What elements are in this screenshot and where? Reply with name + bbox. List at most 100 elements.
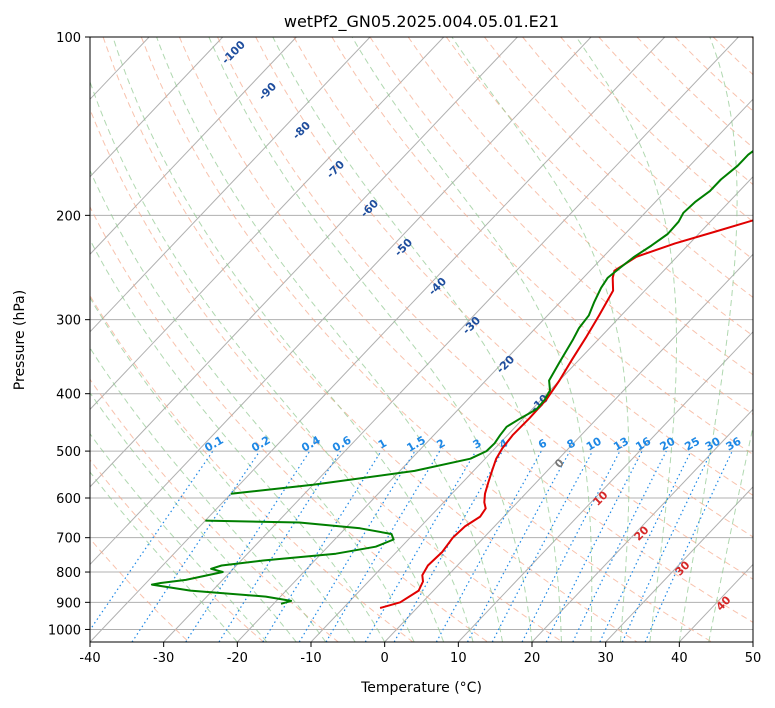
- y-tick-label: 400: [56, 388, 81, 403]
- isotherm-gridline: [310, 176, 753, 642]
- moist-adiabat: [90, 238, 386, 642]
- moist-adiabat: [90, 347, 327, 642]
- isotherm-gridline: [752, 641, 753, 642]
- chart-title: wetPf2_GN05.2025.004.05.01.E21: [284, 12, 559, 32]
- plot-area: -100-90-80-70-60-50-40-30-20-100.1 0.2 0.4…: [0, 37, 753, 642]
- moist-adiabat: [351, 37, 593, 642]
- isotherm-label: -50: [392, 236, 415, 259]
- mixing-ratio-line: [621, 450, 713, 642]
- mixing-ratio-line: [90, 450, 214, 631]
- mixing-ratio-line: [185, 450, 311, 642]
- isotherm-gridline: [457, 331, 753, 642]
- moist-adiabat: [272, 37, 562, 642]
- dry-adiabat: [293, 37, 753, 496]
- x-tick-label: 0: [381, 651, 389, 666]
- isotherm-label: -90: [256, 80, 279, 103]
- x-tick-label: 20: [524, 651, 541, 666]
- isotherm-label: -80: [290, 119, 313, 142]
- isotherm-gridline: [0, 37, 2, 642]
- dry-adiabat: [598, 37, 753, 186]
- y-tick-label: 800: [56, 566, 81, 581]
- isotherm-gridline: [90, 37, 297, 256]
- dry-adiabat-label: 30: [673, 558, 693, 578]
- isotherm-label: -20: [494, 353, 517, 376]
- sounding-line-3: [150, 519, 395, 605]
- isotherm-label: -40: [426, 275, 449, 298]
- axes: -40 -30 -20 -10 0 10 20 30 40 5010020030040050060…: [48, 31, 761, 666]
- moist-adiabat: [208, 37, 533, 642]
- dry-adiabat: [217, 37, 753, 580]
- isotherm-gridline: [90, 37, 224, 178]
- moist-adiabat: [90, 80, 445, 642]
- moist-adiabat: [678, 37, 738, 642]
- x-tick-label: 30: [597, 651, 614, 666]
- x-tick-label: -30: [153, 651, 174, 666]
- sounding-line-1: [379, 219, 753, 609]
- dry-adiabat-label: 40: [714, 593, 734, 613]
- x-tick-label: -40: [79, 651, 100, 666]
- moist-adiabat: [90, 169, 415, 642]
- isotherm-gridline: [531, 408, 753, 642]
- x-axis-label: Temperature (°C): [360, 680, 482, 696]
- x-tick-label: 40: [671, 651, 688, 666]
- mixing-ratio-line: [298, 450, 416, 642]
- dry-adiabat: [712, 37, 753, 76]
- x-tick-label: 10: [450, 651, 467, 666]
- dry-adiabat: [90, 378, 339, 642]
- dry-adiabat: [178, 37, 753, 623]
- dry-adiabat: [636, 37, 753, 149]
- isotherm-gridline: [90, 37, 445, 411]
- dry-adiabat: [90, 108, 563, 642]
- isotherm-gridline: [90, 37, 518, 488]
- mixing-ratio-label: 1: [376, 437, 389, 452]
- isotherm-gridline: [90, 37, 592, 566]
- mixing-ratio-line: [325, 450, 441, 642]
- dry-adiabat: [90, 459, 264, 642]
- isotherm-gridline: [90, 37, 666, 642]
- dry-adiabat: [140, 37, 712, 642]
- isotherm-gridline: [90, 37, 371, 333]
- moist-adiabat: [451, 37, 630, 642]
- moist-adiabat: [90, 471, 238, 642]
- isotherm-gridline: [163, 37, 739, 642]
- y-tick-label: 500: [56, 445, 81, 460]
- isotherm-gridline: [605, 486, 753, 642]
- mixing-ratio-line: [466, 450, 571, 642]
- isotherm-label: -30: [460, 314, 483, 337]
- mixing-ratio-line: [393, 450, 504, 642]
- y-tick-label: 900: [56, 596, 81, 611]
- mixing-ratio-line: [599, 450, 692, 642]
- isotherm-gridline: [384, 253, 753, 642]
- y-tick-label: 200: [56, 209, 81, 224]
- isotherm-label: -70: [324, 158, 347, 181]
- x-tick-label: -10: [300, 651, 321, 666]
- moist-adiabat: [156, 37, 503, 642]
- y-tick-label: 300: [56, 314, 81, 329]
- dry-adiabat: [445, 37, 753, 337]
- moist-adiabat: [112, 37, 474, 642]
- mixing-ratio-label: 2: [434, 437, 447, 452]
- dry-adiabat: [255, 37, 753, 538]
- x-tick-label: -20: [227, 651, 248, 666]
- y-tick-label: 600: [56, 492, 81, 507]
- dry-adiabat-label: 20: [632, 523, 652, 543]
- sounding-line-2: [230, 149, 753, 495]
- isotherm-gridline: [236, 98, 753, 642]
- y-tick-label: 1000: [48, 623, 81, 638]
- y-tick-label: 700: [56, 532, 81, 547]
- mixing-ratio-line: [131, 450, 261, 642]
- isotherm-label: -100: [219, 38, 248, 67]
- mixing-ratio-label: 8: [565, 437, 578, 452]
- mixing-ratio-line: [218, 450, 342, 642]
- mixing-ratio-label: 6: [536, 436, 549, 451]
- moist-adiabat: [90, 392, 297, 642]
- moist-adiabat: [90, 432, 268, 642]
- dry-adiabat: [90, 537, 190, 642]
- dry-adiabat: [484, 37, 753, 298]
- mixing-ratio-line: [364, 450, 477, 642]
- moist-adiabat: [90, 296, 356, 642]
- mixing-ratio-label: 3: [471, 437, 484, 452]
- dry-adiabat: [90, 205, 488, 642]
- mixing-ratio-label: 4: [497, 436, 510, 451]
